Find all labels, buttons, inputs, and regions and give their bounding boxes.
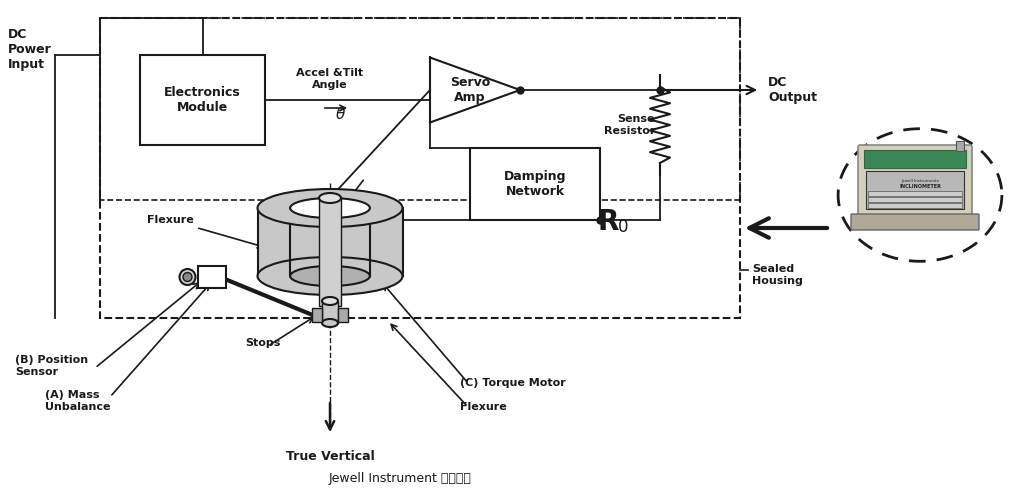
Polygon shape	[430, 58, 520, 123]
Ellipse shape	[179, 269, 196, 285]
Text: INCLINOMETER: INCLINOMETER	[899, 184, 941, 189]
Text: Stops: Stops	[244, 338, 281, 348]
Text: Jewell Instruments: Jewell Instruments	[901, 179, 939, 183]
FancyBboxPatch shape	[858, 145, 972, 219]
Ellipse shape	[322, 297, 338, 305]
Bar	[868, 191, 962, 196]
Bar	[258, 208, 403, 276]
Bar	[312, 308, 322, 322]
Ellipse shape	[290, 266, 370, 286]
Bar	[338, 308, 348, 322]
Ellipse shape	[290, 198, 370, 218]
Ellipse shape	[183, 272, 192, 282]
Text: Servo
Amp: Servo Amp	[450, 76, 490, 104]
Ellipse shape	[322, 319, 338, 327]
Text: Jewell Instrument より引用: Jewell Instrument より引用	[328, 472, 471, 485]
Bar	[140, 55, 265, 145]
Bar	[868, 197, 962, 202]
Text: Damping
Network: Damping Network	[503, 170, 567, 198]
Text: Accel &Tilt
Angle: Accel &Tilt Angle	[296, 68, 364, 90]
Bar	[868, 203, 962, 208]
Text: DC
Output: DC Output	[768, 76, 817, 104]
Bar	[100, 18, 740, 318]
Text: θ: θ	[336, 107, 345, 122]
Bar	[866, 171, 965, 209]
Text: 0: 0	[618, 218, 629, 236]
Ellipse shape	[258, 257, 403, 295]
Bar	[470, 148, 600, 220]
Text: Sense
Resistor: Sense Resistor	[604, 114, 655, 136]
Text: R: R	[598, 208, 620, 236]
Text: Electronics
Module: Electronics Module	[164, 86, 241, 114]
Text: True Vertical: True Vertical	[286, 450, 374, 463]
Bar	[956, 141, 965, 151]
Text: (B) Position
Sensor: (B) Position Sensor	[15, 355, 88, 376]
Bar	[864, 150, 966, 168]
Bar	[198, 266, 226, 288]
Text: (A) Mass
Unbalance: (A) Mass Unbalance	[45, 390, 111, 412]
Ellipse shape	[258, 189, 403, 227]
Text: Flexure: Flexure	[147, 215, 263, 248]
Bar	[322, 301, 338, 323]
FancyBboxPatch shape	[851, 214, 979, 230]
Text: DC
Power
Input: DC Power Input	[8, 28, 52, 71]
Bar	[319, 198, 341, 306]
Ellipse shape	[319, 193, 341, 203]
Text: Flexure: Flexure	[460, 402, 507, 412]
Bar	[100, 18, 740, 200]
Text: (C) Torque Motor: (C) Torque Motor	[460, 378, 566, 388]
Text: Sealed
Housing: Sealed Housing	[752, 264, 803, 286]
